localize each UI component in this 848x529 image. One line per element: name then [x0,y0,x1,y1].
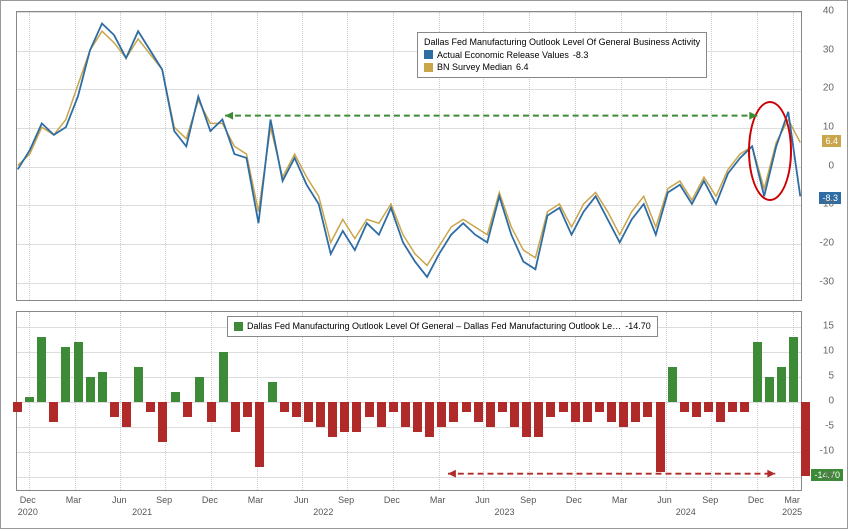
legend-row: Dallas Fed Manufacturing Outlook Level O… [234,320,651,333]
y-tick-label: -10 [820,199,834,210]
y-tick-label: 10 [823,122,834,133]
y-tick-label: -20 [820,238,834,249]
legend-row: Actual Economic Release Values -8.3 [424,49,700,62]
legend-swatch [424,63,433,72]
legend-row: BN Survey Median 6.4 [424,61,700,74]
y-tick-label: 0 [828,160,834,171]
legend-label: Actual Economic Release Values [437,49,569,62]
top-panel: Dallas Fed Manufacturing Outlook Level O… [16,11,802,301]
bottom-arrow [17,312,801,490]
x-tick-label: Mar [430,495,446,505]
y-tick-label: 5 [828,371,834,382]
x-tick-label: Sep [520,495,536,505]
x-tick-label: Jun [294,495,309,505]
top-plot-area: Dallas Fed Manufacturing Outlook Level O… [16,11,802,301]
x-year-label: 2022 [313,507,333,517]
x-tick-label: Mar [248,495,264,505]
y-tick-label: -5 [825,421,834,432]
y-tick-label: -15 [820,471,834,482]
value-badge: 6.4 [822,135,841,147]
legend-value: -8.3 [573,49,589,62]
legend-value: 6.4 [516,61,529,74]
x-tick-label: Mar [784,495,800,505]
y-tick-label: 40 [823,6,834,17]
x-tick-label: Dec [566,495,582,505]
legend-swatch [424,50,433,59]
x-tick-label: Dec [202,495,218,505]
legend-title: Dallas Fed Manufacturing Outlook Level O… [424,36,700,49]
x-tick-label: Sep [156,495,172,505]
bottom-panel: Dallas Fed Manufacturing Outlook Level O… [16,311,802,491]
x-year-label: 2024 [676,507,696,517]
x-year-label: 2021 [132,507,152,517]
x-tick-label: Jun [657,495,672,505]
x-tick-label: Dec [748,495,764,505]
x-tick-label: Mar [612,495,628,505]
legend-label: Dallas Fed Manufacturing Outlook Level O… [247,320,621,333]
top-legend: Dallas Fed Manufacturing Outlook Level O… [417,32,707,78]
x-tick-label: Jun [475,495,490,505]
y-tick-label: 15 [823,321,834,332]
y-tick-label: 20 [823,83,834,94]
x-tick-label: Sep [338,495,354,505]
x-year-label: 2023 [495,507,515,517]
y-tick-label: 30 [823,44,834,55]
y-tick-label: 0 [828,396,834,407]
x-tick-label: Jun [112,495,127,505]
x-tick-label: Dec [384,495,400,505]
legend-swatch [234,322,243,331]
y-tick-label: -30 [820,276,834,287]
x-year-label: 2020 [18,507,38,517]
x-tick-label: Sep [702,495,718,505]
x-tick-label: Dec [20,495,36,505]
bar [801,402,810,476]
bottom-legend: Dallas Fed Manufacturing Outlook Level O… [227,316,658,337]
y-tick-label: 10 [823,346,834,357]
legend-value: -14.70 [625,320,651,333]
chart-container: Dallas Fed Manufacturing Outlook Level O… [0,0,848,529]
bottom-plot-area: Dallas Fed Manufacturing Outlook Level O… [16,311,802,491]
y-tick-label: -10 [820,446,834,457]
x-year-label: 2025 [782,507,802,517]
legend-label: BN Survey Median [437,61,512,74]
x-tick-label: Mar [66,495,82,505]
